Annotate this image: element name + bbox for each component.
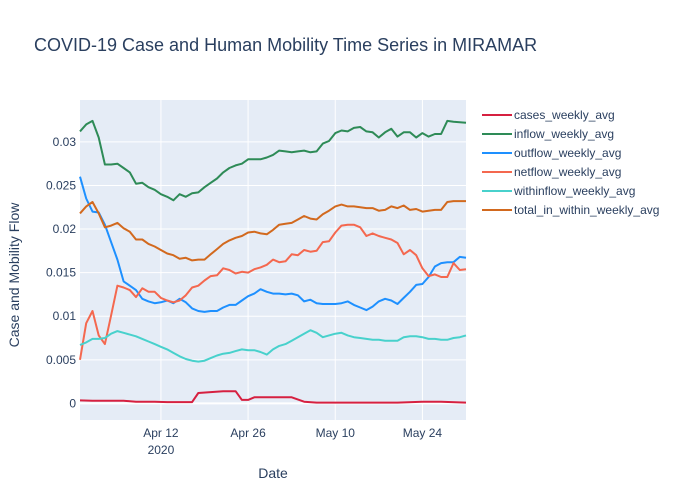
legend-label: withinflow_weekly_avg — [513, 184, 635, 198]
x-tick-label: Apr 12 — [143, 426, 179, 440]
legend-item[interactable]: cases_weekly_avg — [482, 108, 615, 122]
y-axis-ticks: 0 0.005 0.01 0.015 0.02 0.025 0.03 — [46, 135, 76, 411]
grid — [80, 100, 466, 420]
series-line-outflow-weekly-avg[interactable] — [79, 176, 467, 313]
legend-label: netflow_weekly_avg — [514, 165, 621, 179]
y-tick-label: 0.03 — [53, 135, 77, 149]
legend-label: cases_weekly_avg — [514, 108, 615, 122]
legend-item[interactable]: netflow_weekly_avg — [482, 165, 621, 179]
y-tick-label: 0.025 — [46, 178, 76, 192]
y-tick-label: 0.02 — [53, 222, 77, 236]
series-line-total-in-within-weekly-avg[interactable] — [79, 200, 466, 262]
legend[interactable]: cases_weekly_avg inflow_weekly_avgoutflow… — [482, 108, 659, 217]
series-line-withinflow-weekly-avg[interactable] — [79, 329, 467, 363]
series-line-inflow-weekly-avg[interactable] — [79, 119, 467, 202]
legend-label: inflow_weekly_avg — [514, 127, 614, 141]
x-tick-label: Apr 26 — [230, 426, 266, 440]
legend-item[interactable]: withinflow_weekly_avg — [482, 184, 635, 198]
y-tick-label: 0.015 — [46, 266, 76, 280]
series-line-cases-weekly-avg[interactable] — [79, 390, 467, 404]
x-tick-label: May 24 — [403, 426, 443, 440]
legend-label: total_in_within_weekly_avg — [514, 203, 659, 217]
chart-title: COVID-19 Case and Human Mobility Time Se… — [34, 35, 537, 55]
y-tick-label: 0.01 — [53, 309, 77, 323]
x-axis-ticks: Apr 12 2020 Apr 26 May 10 May 24 — [143, 426, 442, 457]
legend-label: outflow_weekly_avg — [514, 146, 621, 160]
x-tick-year-label: 2020 — [148, 443, 175, 457]
legend-item[interactable]: inflow_weekly_avg — [482, 127, 614, 141]
legend-item[interactable]: total_in_within_weekly_avg — [482, 203, 659, 217]
x-axis-title: Date — [258, 465, 288, 481]
y-axis-title: Case and Mobility Flow — [6, 202, 22, 348]
y-tick-label: 0.005 — [46, 353, 76, 367]
x-tick-label: May 10 — [316, 426, 356, 440]
series-lines — [79, 119, 467, 404]
legend-item[interactable]: outflow_weekly_avg — [482, 146, 621, 160]
series-line-netflow-weekly-avg[interactable] — [79, 223, 467, 360]
y-tick-label: 0 — [69, 396, 76, 410]
